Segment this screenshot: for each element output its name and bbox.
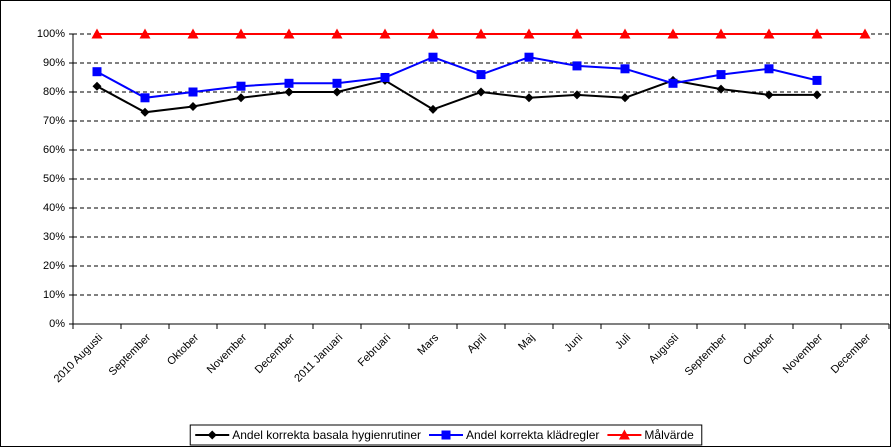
marker bbox=[476, 70, 486, 80]
marker bbox=[427, 28, 439, 39]
y-tick-label: 70% bbox=[43, 115, 65, 127]
marker bbox=[716, 84, 726, 94]
marker bbox=[572, 61, 582, 71]
marker bbox=[236, 81, 246, 91]
marker bbox=[523, 28, 535, 39]
marker bbox=[332, 87, 342, 97]
marker bbox=[715, 28, 727, 39]
marker bbox=[764, 64, 774, 74]
y-tick-label: 90% bbox=[43, 57, 65, 69]
marker bbox=[524, 52, 534, 62]
legend-label: Målvärde bbox=[644, 428, 694, 442]
y-tick-label: 10% bbox=[43, 289, 65, 301]
marker bbox=[188, 87, 198, 97]
marker bbox=[620, 93, 630, 103]
marker bbox=[140, 107, 150, 117]
marker bbox=[475, 28, 487, 39]
marker bbox=[812, 90, 822, 100]
marker bbox=[188, 102, 198, 111]
marker bbox=[91, 28, 103, 39]
y-tick-label: 60% bbox=[43, 144, 65, 156]
marker bbox=[812, 75, 822, 85]
y-tick-label: 100% bbox=[37, 28, 65, 40]
marker bbox=[331, 28, 343, 39]
marker bbox=[284, 87, 294, 97]
marker bbox=[764, 90, 774, 100]
marker bbox=[283, 28, 295, 39]
y-tick-label: 40% bbox=[43, 202, 65, 214]
marker bbox=[139, 28, 151, 39]
marker bbox=[571, 28, 583, 39]
marker bbox=[236, 93, 246, 103]
series-line bbox=[96, 56, 818, 99]
marker bbox=[572, 90, 582, 100]
marker bbox=[476, 87, 486, 97]
marker bbox=[618, 429, 630, 440]
marker bbox=[379, 28, 391, 39]
marker bbox=[763, 28, 775, 39]
marker bbox=[380, 73, 390, 82]
marker bbox=[187, 28, 199, 39]
marker bbox=[207, 430, 217, 440]
legend-label: Andel korrekta basala hygienrutiner bbox=[232, 428, 421, 442]
marker bbox=[332, 78, 342, 88]
marker bbox=[716, 70, 726, 80]
series-line bbox=[96, 79, 817, 114]
marker bbox=[428, 104, 438, 114]
marker bbox=[92, 81, 102, 91]
marker bbox=[619, 28, 631, 39]
marker bbox=[441, 430, 451, 440]
marker bbox=[668, 78, 678, 88]
y-tick-label: 50% bbox=[43, 173, 65, 185]
marker bbox=[667, 28, 679, 39]
marker bbox=[140, 93, 150, 103]
marker bbox=[524, 93, 534, 103]
legend: Andel korrekta basala hygienrutiner Andel… bbox=[189, 424, 703, 446]
marker bbox=[235, 28, 247, 39]
marker bbox=[859, 28, 871, 39]
marker bbox=[428, 52, 438, 62]
marker bbox=[284, 78, 294, 88]
marker bbox=[620, 64, 630, 74]
y-tick-label: 20% bbox=[43, 260, 65, 272]
marker bbox=[811, 28, 823, 39]
y-tick-label: 0% bbox=[49, 318, 65, 330]
y-tick-label: 80% bbox=[43, 86, 65, 98]
y-tick-label: 30% bbox=[43, 231, 65, 243]
marker bbox=[92, 67, 102, 77]
legend-label: Andel korrekta klädregler bbox=[466, 428, 599, 442]
